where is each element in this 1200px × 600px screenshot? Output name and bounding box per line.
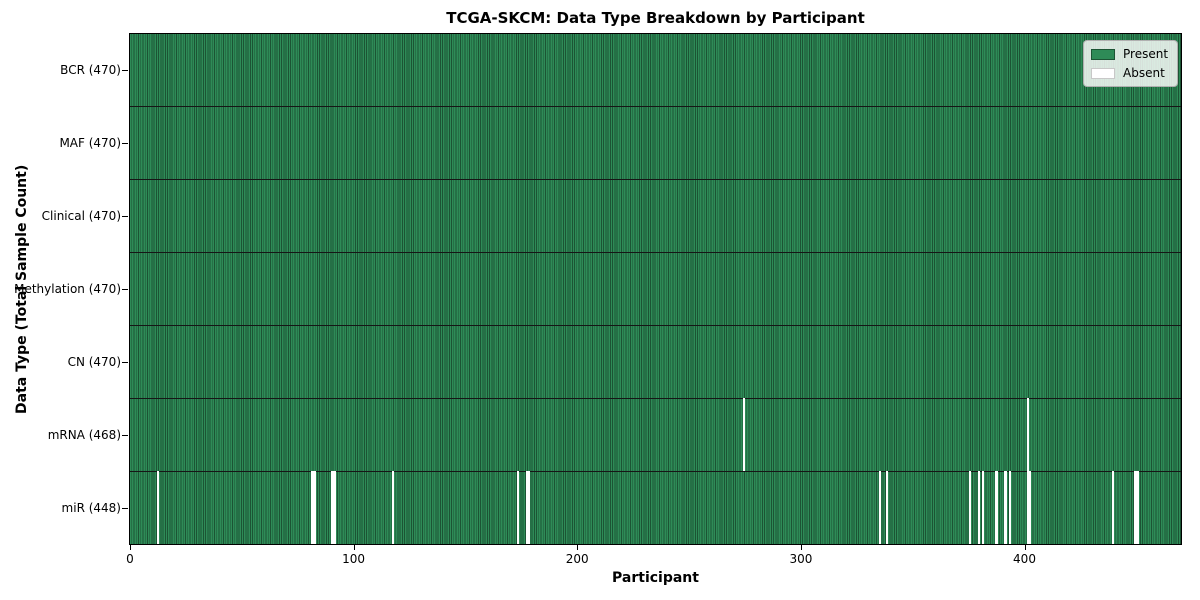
y-tick-label-Clinical: Clinical (470) — [41, 209, 121, 224]
absent-cell-miR-12 — [156, 471, 160, 544]
x-tick-label-0: 0 — [126, 552, 134, 566]
absent-cell-miR-173 — [516, 471, 520, 544]
absent-cell-miR-91 — [333, 471, 336, 544]
chart-title: TCGA-SKCM: Data Type Breakdown by Partic… — [446, 9, 865, 27]
legend-item-present: Present — [1091, 47, 1168, 61]
y-tick-mark — [122, 143, 128, 145]
row-separator — [130, 106, 1181, 108]
absent-cell-miR-177 — [525, 471, 529, 544]
absent-cell-miR-82 — [313, 471, 316, 544]
row-separator — [130, 179, 1181, 181]
x-tick-label-200: 200 — [565, 552, 589, 566]
absent-cell-mRNA-274 — [742, 398, 745, 472]
absent-cell-miR-178 — [528, 471, 531, 544]
legend-swatch-present-icon — [1091, 48, 1115, 60]
y-tick-mark — [122, 70, 128, 72]
y-tick-label-mRNA: mRNA (468) — [47, 427, 121, 442]
absent-cell-miR-450 — [1136, 471, 1139, 544]
plot-area — [129, 33, 1182, 545]
absent-cell-miR-375 — [968, 471, 971, 544]
legend-swatch-absent-icon — [1091, 67, 1115, 79]
absent-cell-miR-401 — [1026, 471, 1029, 544]
x-tick-mark — [353, 545, 355, 550]
absent-cell-miR-381 — [981, 471, 985, 544]
absent-cell-miR-117 — [391, 471, 394, 544]
y-tick-label-Methylation: Methylation (470) — [14, 282, 121, 296]
x-tick-label-100: 100 — [342, 552, 366, 566]
row-separator — [130, 252, 1181, 254]
absent-cell-miR-449 — [1134, 471, 1137, 544]
absent-cell-miR-393 — [1008, 471, 1012, 544]
y-tick-mark — [122, 507, 128, 509]
absent-cell-miR-379 — [977, 471, 980, 544]
absent-cell-miR-335 — [879, 471, 882, 544]
y-tick-mark — [122, 289, 128, 290]
y-tick-mark — [122, 361, 128, 363]
absent-cell-miR-387 — [995, 471, 998, 544]
legend-item-absent: Absent — [1091, 66, 1168, 80]
absent-cell-miR-439 — [1111, 471, 1114, 544]
x-tick-mark — [1024, 545, 1026, 550]
x-tick-mark — [577, 545, 579, 550]
absent-cell-miR-402 — [1028, 471, 1032, 544]
legend-label-present: Present — [1123, 47, 1169, 61]
y-tick-label-MAF: MAF (470) — [59, 136, 121, 151]
y-tick-label-BCR: BCR (470) — [60, 63, 121, 78]
absent-cell-miR-81 — [311, 471, 314, 544]
x-axis-label: Participant — [612, 570, 699, 586]
y-tick-mark — [122, 434, 128, 436]
x-tick-mark — [800, 545, 802, 550]
x-tick-mark — [130, 545, 131, 550]
row-separator — [130, 324, 1181, 326]
legend: Present Absent — [1083, 40, 1179, 87]
x-tick-label-400: 400 — [1013, 552, 1036, 566]
absent-cell-miR-338 — [885, 471, 889, 544]
y-tick-label-miR: miR (448) — [61, 500, 121, 515]
row-separator — [130, 397, 1181, 399]
absent-cell-mRNA-401 — [1026, 398, 1029, 472]
absent-cell-miR-391 — [1004, 471, 1007, 544]
y-tick-mark — [122, 216, 128, 218]
y-tick-label-CN: CN (470) — [67, 354, 121, 369]
legend-label-absent: Absent — [1123, 66, 1165, 80]
row-separator — [130, 470, 1181, 472]
absent-cell-miR-90 — [331, 471, 334, 544]
x-tick-label-300: 300 — [789, 552, 813, 566]
